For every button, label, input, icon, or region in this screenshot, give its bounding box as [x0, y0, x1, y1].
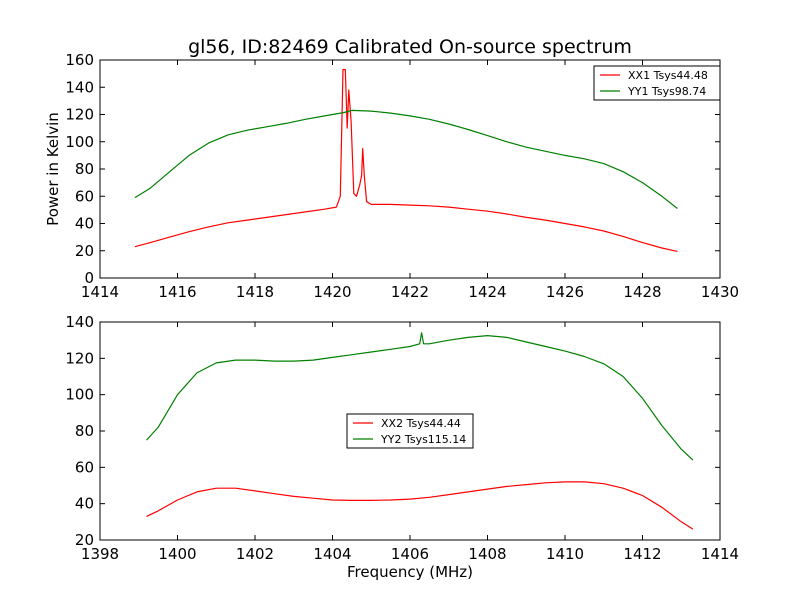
legend-box [593, 65, 721, 101]
series-line-0-1 [134, 109, 678, 209]
x-tick-label: 1430 [701, 283, 739, 301]
y-tick-label: 160 [65, 51, 94, 69]
x-tick-label: 1414 [701, 545, 739, 563]
y-tick-label: 20 [75, 242, 94, 260]
legend-entry: YY2 Tsys115.14 [380, 433, 466, 446]
legend-box [346, 413, 474, 449]
y-tick-label: 40 [75, 495, 94, 513]
y-tick-label: 80 [75, 422, 94, 440]
lower-spectrum-chart: 1398 1400 1402 1404 1406 1408 1410 1412 1414 20 40… [65, 313, 739, 581]
legend-entry: XX1 Tsys44.48 [628, 69, 708, 82]
x-tick-label: 1398 [81, 545, 119, 563]
y-tick-label: 40 [75, 215, 94, 233]
y-tick-label: 100 [65, 386, 94, 404]
x-tick-label: 1406 [391, 545, 429, 563]
legend-entry: XX2 Tsys44.44 [381, 417, 461, 430]
series-line-0-0 [134, 68, 678, 252]
y-tick-label: 60 [75, 458, 94, 476]
x-tick-label: 1404 [313, 545, 351, 563]
x-tick-label: 1420 [313, 283, 351, 301]
y-tick-label: 140 [65, 313, 94, 331]
x-tick-label: 1424 [468, 283, 506, 301]
x-tick-label: 1414 [81, 283, 119, 301]
y-tick-label: 0 [84, 269, 94, 287]
legend-entry: YY1 Tsys98.74 [627, 85, 706, 98]
series-line-1-1 [146, 332, 694, 461]
series-line-1-0 [146, 481, 694, 530]
legend: XX1 Tsys44.48 YY1 Tsys98.74 [593, 65, 721, 101]
x-tick-label: 1400 [158, 545, 196, 563]
y-tick-label: 80 [75, 160, 94, 178]
x-tick-label: 1418 [236, 283, 274, 301]
x-tick-label: 1410 [546, 545, 584, 563]
x-tick-label: 1412 [623, 545, 661, 563]
y-tick-label: 120 [65, 349, 94, 367]
x-tick-label: 1422 [391, 283, 429, 301]
x-tick-label: 1426 [546, 283, 584, 301]
upper-spectrum-chart: 1414 1416 1418 1420 1422 1424 1426 1428 1430 0 20 4… [44, 36, 739, 301]
y-tick-label: 120 [65, 106, 94, 124]
x-tick-label: 1408 [468, 545, 506, 563]
y-tick-label: 20 [75, 531, 94, 549]
y-axis-label: Power in Kelvin [44, 112, 62, 226]
x-axis-label: Frequency (MHz) [347, 563, 473, 581]
legend: XX2 Tsys44.44 YY2 Tsys115.14 [346, 413, 474, 449]
y-tick-label: 60 [75, 187, 94, 205]
chart-title: gl56, ID:82469 Calibrated On-source spec… [188, 36, 632, 58]
x-tick-label: 1416 [158, 283, 196, 301]
x-tick-label: 1428 [623, 283, 661, 301]
y-tick-label: 140 [65, 78, 94, 96]
y-tick-label: 100 [65, 133, 94, 151]
x-tick-label: 1402 [236, 545, 274, 563]
